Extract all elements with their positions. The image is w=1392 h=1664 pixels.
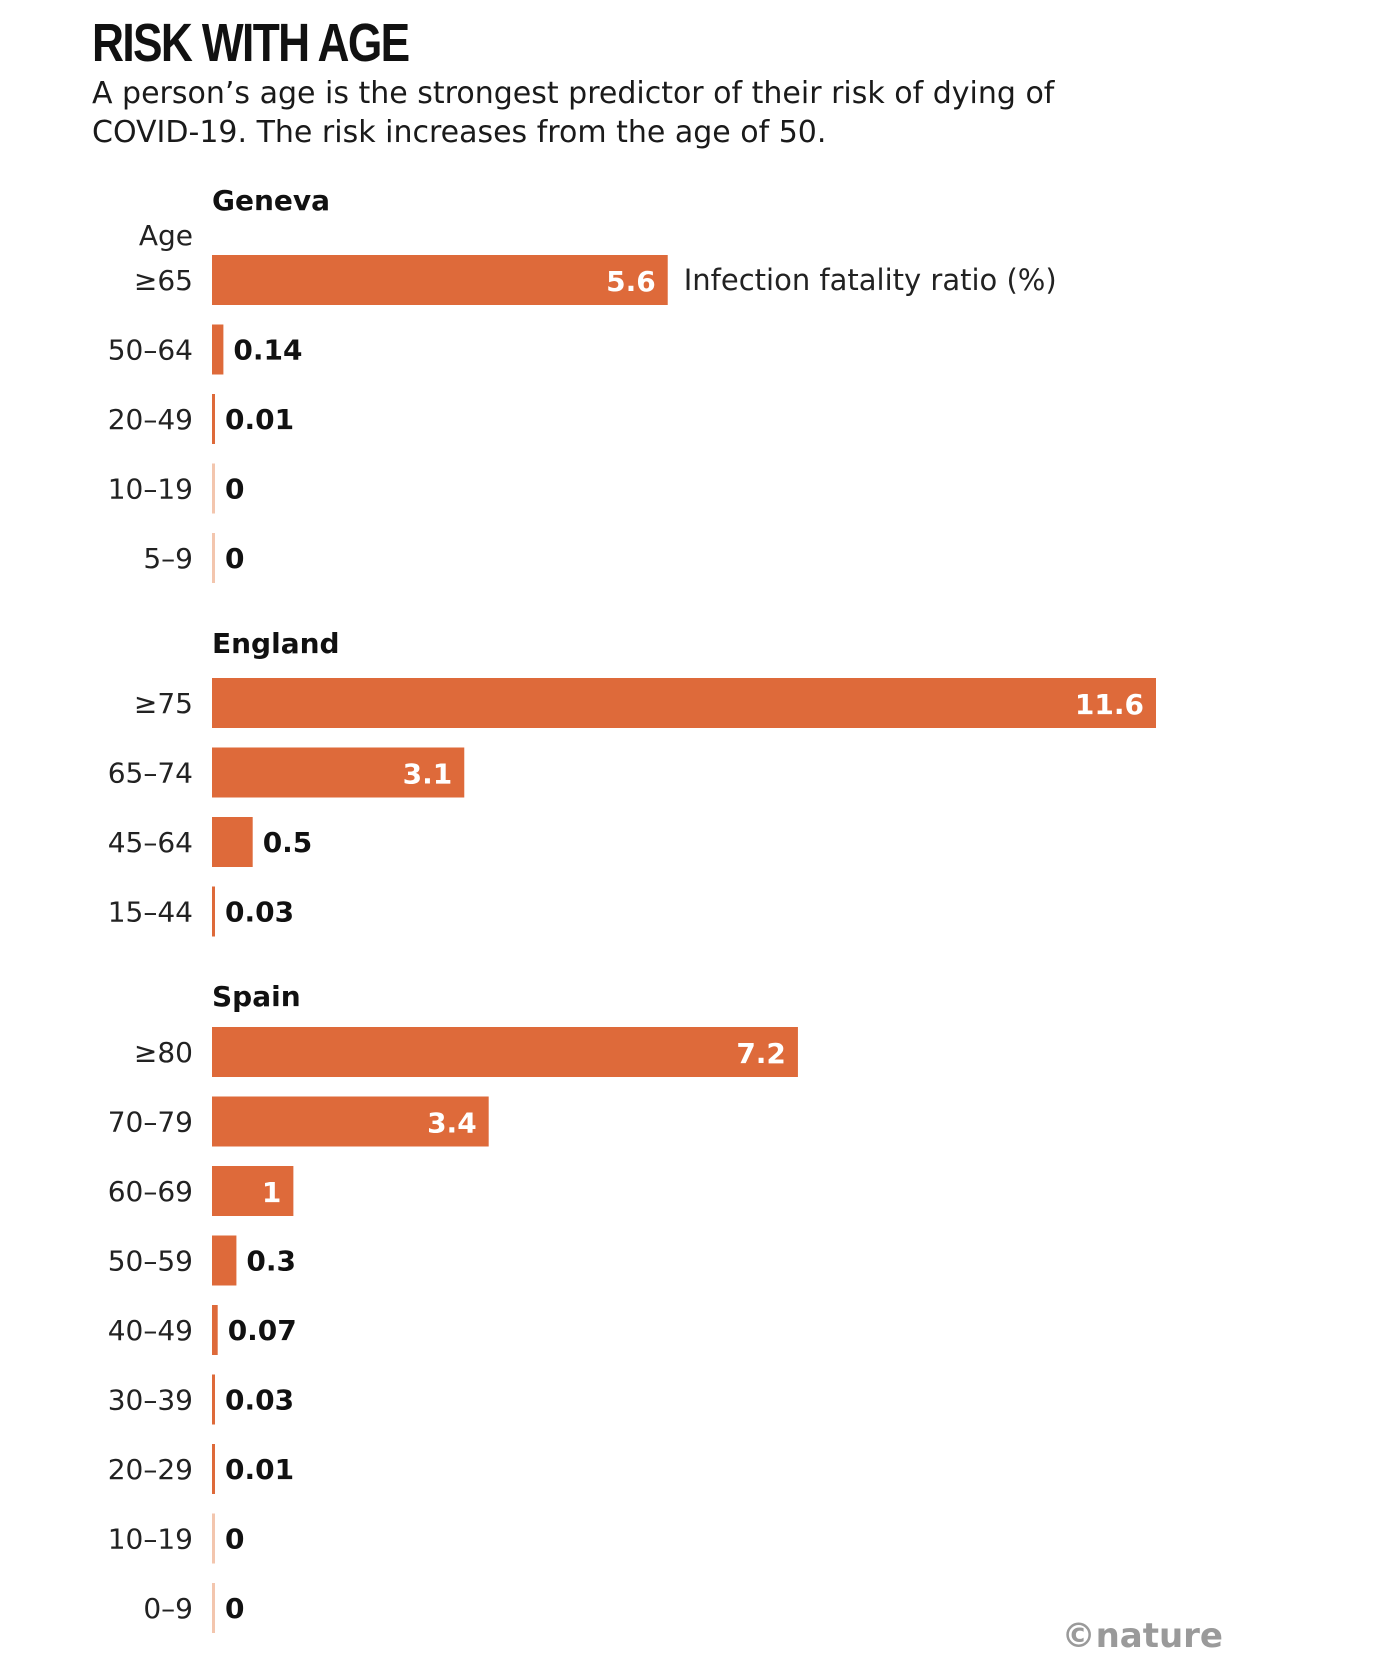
category-label: 45–64 — [108, 826, 193, 859]
bar — [212, 678, 1156, 728]
page-title: RISK WITH AGE — [92, 13, 410, 73]
bar — [212, 1027, 798, 1077]
category-label: 60–69 — [108, 1175, 193, 1208]
data-label: 0 — [225, 542, 244, 575]
bar — [212, 324, 224, 375]
data-label: 3.1 — [403, 758, 453, 791]
category-label: 20–29 — [108, 1453, 193, 1486]
category-label: 10–19 — [108, 473, 193, 506]
bar — [212, 1374, 215, 1425]
category-label: 30–39 — [108, 1384, 193, 1417]
category-label: 15–44 — [108, 896, 193, 929]
bar — [212, 394, 215, 444]
group-title: England — [212, 627, 340, 660]
data-label: 0.14 — [233, 334, 302, 367]
data-label: 5.6 — [606, 265, 656, 298]
category-label: 70–79 — [108, 1106, 193, 1139]
data-label: 3.4 — [427, 1107, 477, 1140]
bar — [212, 533, 215, 583]
data-label: 0.5 — [263, 826, 313, 859]
value-axis-label: Infection fatality ratio (%) — [684, 263, 1057, 297]
group-title: Spain — [212, 980, 301, 1013]
bar — [212, 1305, 218, 1355]
bar — [212, 747, 465, 798]
category-label: ≥75 — [134, 687, 193, 720]
category-label: 5–9 — [143, 542, 193, 575]
group-title: Geneva — [212, 184, 330, 217]
data-label: 1 — [262, 1176, 281, 1209]
data-label: 0 — [225, 473, 244, 506]
category-label: 50–59 — [108, 1245, 193, 1278]
category-label: ≥65 — [134, 264, 193, 297]
bar — [212, 1166, 294, 1216]
bar — [212, 1513, 215, 1564]
bar — [212, 1444, 215, 1494]
category-label: ≥80 — [134, 1036, 193, 1069]
bar — [212, 255, 668, 305]
nature-credit: ©nature — [1062, 1616, 1223, 1656]
page-subtitle: A person’s age is the strongest predicto… — [92, 76, 1055, 150]
data-label: 11.6 — [1075, 688, 1144, 721]
data-label: 0.03 — [225, 896, 294, 929]
bar — [212, 463, 215, 514]
axis-label-age: Age — [139, 219, 193, 252]
data-label: 0.01 — [225, 1453, 294, 1486]
data-label: 0.07 — [228, 1314, 297, 1347]
data-label: 0.3 — [246, 1245, 296, 1278]
data-label: 0 — [225, 1523, 244, 1556]
category-label: 65–74 — [108, 757, 193, 790]
category-label: 50–64 — [108, 334, 193, 367]
category-label: 20–49 — [108, 403, 193, 436]
bar — [212, 886, 215, 937]
data-label: 0 — [225, 1592, 244, 1625]
bar — [212, 1096, 489, 1147]
category-label: 0–9 — [143, 1592, 193, 1625]
bar — [212, 1235, 237, 1286]
data-label: 0.03 — [225, 1384, 294, 1417]
data-label: 7.2 — [736, 1037, 786, 1070]
bar — [212, 1583, 215, 1633]
data-label: 0.01 — [225, 403, 294, 436]
category-label: 10–19 — [108, 1523, 193, 1556]
bar — [212, 817, 253, 867]
category-label: 40–49 — [108, 1314, 193, 1347]
